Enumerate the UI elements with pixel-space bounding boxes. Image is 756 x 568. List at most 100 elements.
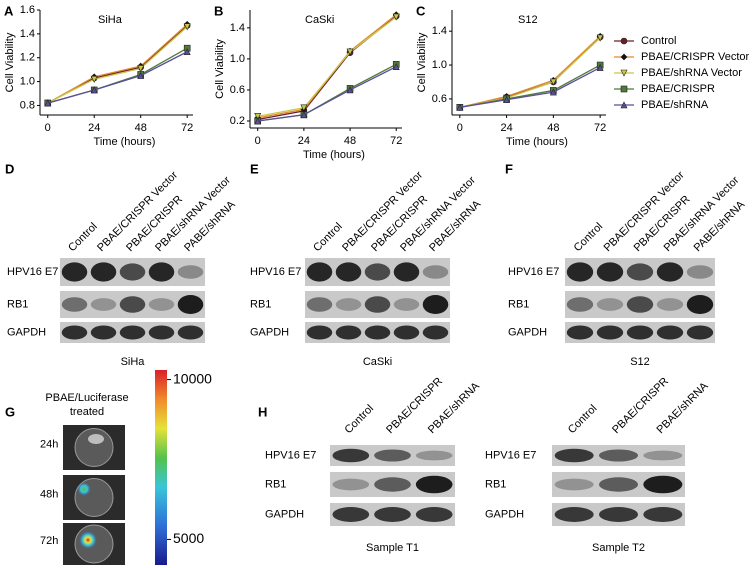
band: [626, 325, 654, 340]
legend-label: PBAE/CRISPR Vector: [641, 51, 750, 63]
x-tick-label: 0: [255, 135, 261, 147]
row-label: GAPDH: [508, 326, 547, 338]
band: [90, 262, 117, 282]
band: [598, 477, 639, 492]
marker: [346, 86, 354, 94]
band: [374, 477, 411, 492]
lane-label: Control: [572, 221, 606, 255]
band: [643, 507, 683, 522]
panel-label: F: [505, 161, 513, 176]
band: [177, 325, 204, 340]
x-axis-label: Time (hours): [94, 136, 156, 148]
x-tick-label: 24: [500, 122, 512, 134]
marker: [137, 65, 145, 73]
marker: [549, 88, 557, 96]
band: [332, 507, 370, 522]
band: [686, 325, 714, 340]
series-line: [47, 23, 188, 104]
series-line: [47, 26, 188, 104]
marker: [183, 48, 191, 56]
marker: [346, 48, 354, 56]
y-axis-label: Cell Viability: [416, 32, 428, 92]
chart-title: S12: [518, 14, 538, 26]
band: [656, 262, 684, 282]
image-title: PBAE/Luciferase: [45, 392, 128, 404]
band: [148, 325, 175, 340]
band: [554, 478, 594, 491]
band: [335, 325, 362, 340]
y-axis-label: Cell Viability: [214, 39, 226, 99]
lane-label: PABE/shRNA: [182, 198, 238, 254]
lane-label: Control: [343, 403, 377, 437]
y-tick-label: 1.4: [432, 25, 447, 37]
band: [306, 325, 333, 340]
band: [566, 325, 594, 340]
y-tick-label: 0.6: [230, 84, 245, 96]
row-label: RB1: [7, 298, 28, 310]
marker: [300, 104, 308, 112]
series-line: [459, 35, 601, 109]
colorbar: [155, 370, 167, 565]
signal: [77, 482, 91, 496]
band: [119, 325, 146, 340]
x-tick-label: 48: [547, 122, 559, 134]
band: [422, 295, 449, 314]
band: [148, 262, 175, 282]
signal: [79, 531, 97, 549]
x-tick-label: 72: [594, 122, 606, 134]
band: [554, 507, 594, 522]
band: [596, 325, 624, 340]
band: [643, 450, 683, 461]
band: [306, 262, 333, 282]
row-label: HPV16 E7: [250, 266, 301, 278]
time-label: 72h: [40, 535, 58, 547]
y-tick-label: 1.6: [20, 4, 35, 16]
row-label: HPV16 E7: [485, 449, 536, 461]
marker: [596, 34, 604, 42]
band: [90, 298, 117, 311]
marker: [620, 53, 628, 61]
row-label: RB1: [250, 298, 271, 310]
band: [364, 296, 391, 313]
marker: [620, 37, 628, 45]
marker: [90, 86, 98, 94]
x-tick-label: 48: [135, 122, 147, 134]
row-label: RB1: [508, 298, 529, 310]
row-label: GAPDH: [250, 326, 289, 338]
lane-label: Control: [311, 221, 345, 255]
row-label: HPV16 E7: [508, 266, 559, 278]
band: [374, 449, 411, 462]
x-tick-label: 24: [298, 135, 310, 147]
band: [61, 297, 88, 312]
y-axis-label: Cell Viability: [4, 32, 16, 92]
marker: [254, 117, 262, 125]
band: [335, 262, 362, 282]
band: [90, 325, 117, 340]
marker: [549, 78, 557, 86]
panel-label: A: [4, 3, 14, 18]
x-tick-label: 0: [45, 122, 51, 134]
lane-label: PBAE/shRNA: [427, 198, 484, 255]
band: [596, 298, 624, 311]
lane-label: Control: [66, 221, 100, 255]
panel-label: B: [214, 3, 223, 18]
legend-label: Control: [641, 35, 676, 47]
band: [335, 298, 362, 311]
y-tick-label: 1.0: [230, 53, 245, 65]
time-label: 48h: [40, 488, 58, 500]
marker: [183, 23, 191, 31]
marker: [44, 99, 52, 107]
row-label: RB1: [265, 478, 286, 490]
y-tick-label: 1.2: [20, 52, 35, 64]
series-line: [459, 67, 601, 109]
panel-label: E: [250, 161, 259, 176]
band: [415, 475, 453, 494]
series-line: [47, 47, 188, 104]
panel-label: G: [5, 404, 15, 419]
row-label: HPV16 E7: [7, 266, 58, 278]
y-tick-label: 1.4: [230, 22, 245, 34]
series-line: [459, 37, 601, 109]
band: [61, 262, 88, 282]
marker: [596, 63, 604, 71]
